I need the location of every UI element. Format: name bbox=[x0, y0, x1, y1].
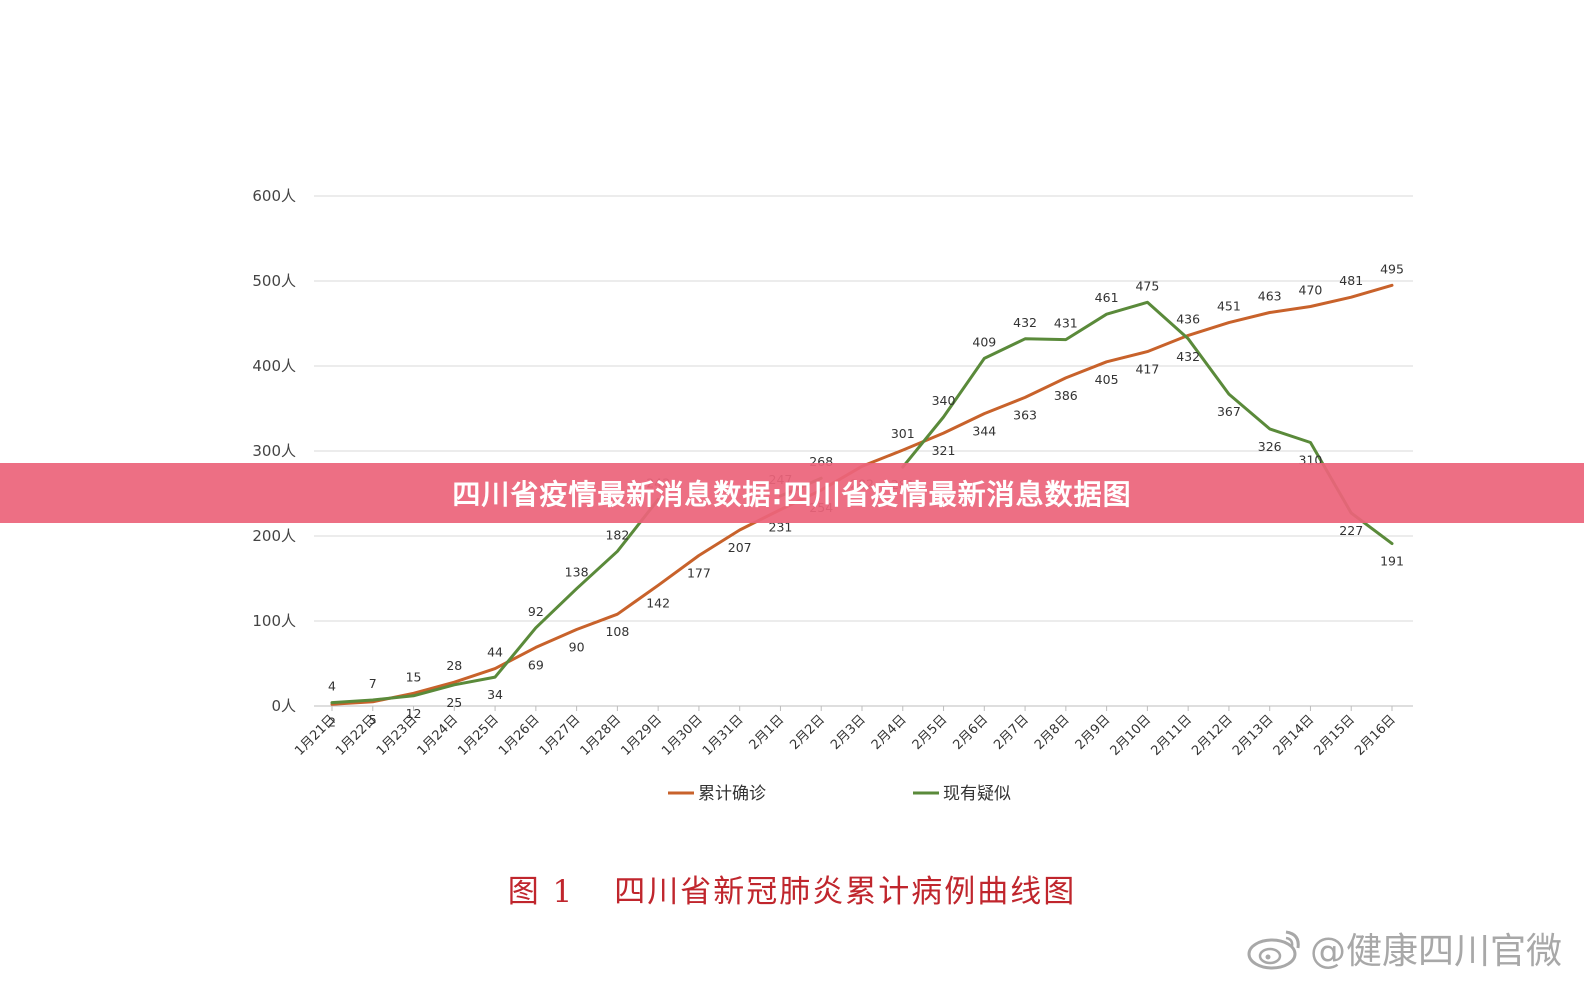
banner-title: 四川省疫情最新消息数据:四川省疫情最新消息数据图 bbox=[452, 478, 1132, 511]
watermark-text: @健康四川官微 bbox=[1309, 931, 1562, 972]
data-label-confirmed: 69 bbox=[528, 657, 544, 672]
data-label-confirmed: 417 bbox=[1135, 362, 1159, 377]
data-label-suspected: 34 bbox=[487, 687, 503, 702]
x-tick-label: 2月14日 bbox=[1271, 712, 1318, 759]
data-label-confirmed: 463 bbox=[1258, 288, 1282, 303]
x-tick-label: 1月24日 bbox=[415, 712, 462, 759]
data-label-suspected: 12 bbox=[406, 706, 422, 721]
y-tick-label: 100人 bbox=[252, 612, 296, 630]
data-label-confirmed: 436 bbox=[1176, 311, 1200, 326]
y-tick-label: 200人 bbox=[252, 527, 296, 545]
data-label-suspected: 461 bbox=[1095, 290, 1119, 305]
data-label-suspected: 326 bbox=[1258, 439, 1282, 454]
data-label-confirmed: 481 bbox=[1339, 273, 1363, 288]
data-label-confirmed: 108 bbox=[605, 624, 629, 639]
x-tick-label: 2月9日 bbox=[1073, 712, 1114, 753]
x-tick-label: 1月26日 bbox=[496, 712, 543, 759]
data-label-confirmed: 495 bbox=[1380, 261, 1404, 276]
x-tick-label: 2月10日 bbox=[1108, 712, 1155, 759]
gridlines bbox=[314, 195, 1413, 707]
x-tick-label: 2月1日 bbox=[747, 712, 788, 753]
x-tick-label: 1月28日 bbox=[578, 712, 625, 759]
data-label-confirmed: 321 bbox=[932, 443, 956, 458]
data-label-confirmed: 90 bbox=[569, 640, 585, 655]
data-label-suspected: 227 bbox=[1339, 523, 1363, 538]
data-label-confirmed: 207 bbox=[728, 540, 752, 555]
x-tick-label: 1月30日 bbox=[659, 712, 706, 759]
data-label-suspected: 475 bbox=[1135, 278, 1159, 293]
data-label-confirmed: 44 bbox=[487, 645, 503, 660]
data-label-confirmed: 451 bbox=[1217, 299, 1241, 314]
data-label-confirmed: 2 bbox=[328, 714, 336, 729]
x-axis-tick-labels: 1月21日1月22日1月23日1月24日1月25日1月26日1月27日1月28日… bbox=[292, 706, 1399, 759]
data-label-confirmed: 363 bbox=[1013, 407, 1037, 422]
data-label-suspected: 367 bbox=[1217, 404, 1241, 419]
x-tick-label: 2月6日 bbox=[950, 712, 991, 753]
data-label-suspected: 191 bbox=[1380, 554, 1404, 569]
legend: 累计确诊 现有疑似 bbox=[668, 784, 1011, 804]
data-label-confirmed: 142 bbox=[646, 595, 670, 610]
data-label-suspected: 409 bbox=[972, 334, 996, 349]
title-banner: 四川省疫情最新消息数据:四川省疫情最新消息数据图 bbox=[0, 463, 1584, 523]
x-tick-label: 1月25日 bbox=[455, 712, 502, 759]
data-label-suspected: 340 bbox=[932, 393, 956, 408]
data-label-confirmed: 231 bbox=[769, 520, 793, 535]
x-tick-label: 2月16日 bbox=[1352, 712, 1399, 759]
data-label-confirmed: 301 bbox=[891, 426, 915, 441]
data-label-suspected: 432 bbox=[1013, 315, 1037, 330]
y-tick-label: 500人 bbox=[252, 272, 296, 290]
data-label-confirmed: 177 bbox=[687, 566, 711, 581]
data-label-confirmed: 405 bbox=[1095, 372, 1119, 387]
data-label-confirmed: 28 bbox=[446, 658, 462, 673]
y-tick-label: 0人 bbox=[271, 697, 296, 715]
legend-label: 现有疑似 bbox=[943, 784, 1011, 804]
data-label-suspected: 92 bbox=[528, 604, 544, 619]
data-label-suspected: 7 bbox=[369, 676, 377, 691]
legend-label: 累计确诊 bbox=[698, 784, 766, 804]
y-tick-label: 300人 bbox=[252, 442, 296, 460]
x-tick-label: 2月4日 bbox=[869, 712, 910, 753]
data-label-confirmed: 344 bbox=[972, 424, 996, 439]
data-label-confirmed: 5 bbox=[369, 712, 377, 727]
x-tick-label: 2月12日 bbox=[1189, 712, 1236, 759]
x-tick-label: 2月3日 bbox=[828, 712, 869, 753]
watermark: @健康四川官微 bbox=[1246, 922, 1562, 974]
x-tick-label: 2月5日 bbox=[910, 712, 951, 753]
weibo-logo-icon bbox=[1247, 930, 1300, 970]
data-label-confirmed: 15 bbox=[406, 669, 422, 684]
data-label-suspected: 432 bbox=[1176, 349, 1200, 364]
data-label-confirmed: 386 bbox=[1054, 388, 1078, 403]
y-tick-label: 400人 bbox=[252, 357, 296, 375]
x-tick-label: 1月29日 bbox=[618, 712, 665, 759]
data-label-suspected: 138 bbox=[565, 565, 589, 580]
x-tick-label: 2月11日 bbox=[1148, 712, 1195, 759]
data-label-suspected: 4 bbox=[328, 679, 336, 694]
data-label-suspected: 182 bbox=[605, 527, 629, 542]
y-axis-tick-labels: 0人 100人 200人 300人 400人 500人 600人 bbox=[252, 187, 296, 715]
data-label-suspected: 25 bbox=[446, 695, 462, 710]
x-tick-label: 1月31日 bbox=[700, 712, 747, 759]
figure-title: 四川省新冠肺炎累计病例曲线图 bbox=[614, 874, 1077, 910]
x-tick-label: 2月7日 bbox=[991, 712, 1032, 753]
figure-number: 图 1 bbox=[507, 874, 575, 910]
x-tick-label: 2月8日 bbox=[1032, 712, 1073, 753]
x-tick-label: 2月15日 bbox=[1312, 712, 1359, 759]
y-tick-label: 600人 bbox=[252, 187, 296, 205]
x-tick-label: 1月27日 bbox=[537, 712, 584, 759]
figure-caption: 图 1 四川省新冠肺炎累计病例曲线图 bbox=[0, 866, 1584, 911]
x-tick-label: 2月13日 bbox=[1230, 712, 1277, 759]
data-label-confirmed: 470 bbox=[1299, 283, 1323, 298]
data-label-suspected: 431 bbox=[1054, 316, 1078, 331]
x-tick-label: 2月2日 bbox=[787, 712, 828, 753]
